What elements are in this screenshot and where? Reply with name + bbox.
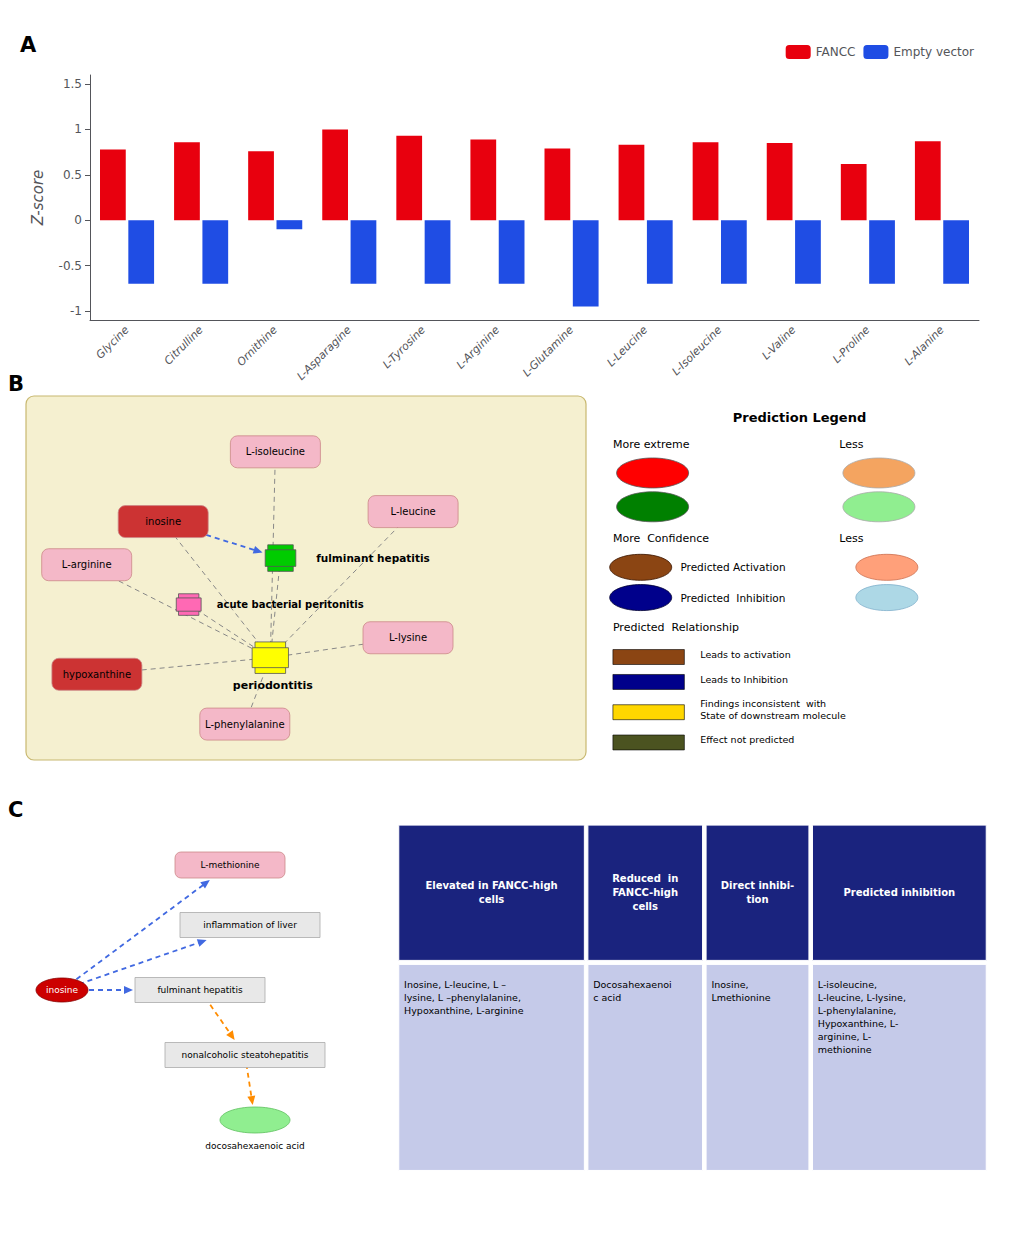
svg-text:docosahexaenoic acid: docosahexaenoic acid	[205, 1141, 305, 1151]
svg-text:1.5: 1.5	[63, 77, 82, 91]
svg-text:0.5: 0.5	[63, 168, 82, 182]
svg-text:-1: -1	[70, 304, 82, 318]
svg-text:L-leucine, L-lysine,: L-leucine, L-lysine,	[818, 992, 906, 1003]
svg-text:L-leucine: L-leucine	[391, 506, 436, 517]
svg-text:acute bacterial peritonitis: acute bacterial peritonitis	[217, 599, 364, 610]
svg-text:L-Leucine: L-Leucine	[604, 323, 650, 369]
svg-text:Glycine: Glycine	[94, 323, 132, 361]
svg-text:Reduced in: Reduced in	[612, 873, 678, 884]
svg-text:B: B	[8, 372, 24, 396]
svg-text:periodontitis: periodontitis	[233, 679, 313, 692]
svg-text:1: 1	[74, 122, 82, 136]
svg-text:Z-score: Z-score	[29, 170, 47, 227]
svg-text:FANCC-high: FANCC-high	[612, 887, 678, 898]
svg-text:Less: Less	[839, 438, 863, 451]
svg-text:L-methionine: L-methionine	[200, 860, 260, 870]
svg-text:Leads to Inhibition: Leads to Inhibition	[700, 674, 788, 685]
svg-text:Ornithine: Ornithine	[234, 323, 280, 369]
svg-text:Predicted Relationship: Predicted Relationship	[613, 621, 739, 634]
svg-text:State of downstream molecule: State of downstream molecule	[700, 710, 846, 721]
svg-text:Inosine,: Inosine,	[711, 979, 748, 990]
svg-text:inosine: inosine	[46, 985, 79, 995]
svg-text:More Confidence: More Confidence	[613, 532, 709, 545]
svg-text:A: A	[20, 33, 37, 57]
svg-text:cells: cells	[479, 894, 505, 905]
svg-text:Inosine, L-leucine, L –: Inosine, L-leucine, L –	[404, 979, 506, 990]
svg-text:fulminant hepatitis: fulminant hepatitis	[316, 552, 430, 564]
svg-text:arginine, L-: arginine, L-	[818, 1031, 871, 1042]
svg-text:C: C	[8, 798, 23, 822]
svg-text:methionine: methionine	[818, 1044, 872, 1055]
svg-text:tion: tion	[746, 894, 768, 905]
svg-text:L-arginine: L-arginine	[62, 559, 112, 570]
svg-text:fulminant hepatitis: fulminant hepatitis	[157, 985, 242, 995]
svg-text:L-isoleucine,: L-isoleucine,	[818, 979, 877, 990]
svg-text:More extreme: More extreme	[613, 438, 690, 451]
svg-text:cells: cells	[632, 901, 658, 912]
svg-text:FANCC: FANCC	[816, 45, 856, 59]
svg-text:Predicted Activation: Predicted Activation	[680, 561, 785, 573]
svg-text:c acid: c acid	[593, 992, 621, 1003]
svg-text:L-Asparagine: L-Asparagine	[294, 323, 354, 383]
svg-text:Hypoxanthine, L-arginine: Hypoxanthine, L-arginine	[404, 1005, 524, 1016]
svg-text:0: 0	[74, 213, 82, 227]
svg-text:hypoxanthine: hypoxanthine	[63, 669, 131, 680]
svg-text:Predicted Inhibition: Predicted Inhibition	[680, 592, 785, 604]
svg-text:L-Valine: L-Valine	[759, 323, 798, 362]
svg-text:nonalcoholic steatohepatitis: nonalcoholic steatohepatitis	[182, 1050, 309, 1060]
svg-text:Effect not predicted: Effect not predicted	[700, 734, 794, 745]
svg-text:Findings inconsistent with: Findings inconsistent with	[700, 698, 826, 709]
svg-text:L-Arginine: L-Arginine	[454, 323, 502, 371]
svg-text:Less: Less	[839, 532, 863, 545]
svg-text:L-lysine: L-lysine	[389, 632, 427, 643]
svg-text:inflammation of liver: inflammation of liver	[203, 920, 297, 930]
svg-text:Lmethionine: Lmethionine	[711, 992, 770, 1003]
svg-text:Direct inhibi-: Direct inhibi-	[721, 880, 794, 891]
svg-text:Empty vector: Empty vector	[893, 45, 974, 59]
svg-text:-0.5: -0.5	[59, 259, 82, 273]
svg-text:Docosahexaenoi: Docosahexaenoi	[593, 979, 671, 990]
svg-text:L-phenylalanine,: L-phenylalanine,	[818, 1005, 897, 1016]
svg-text:L-Alanine: L-Alanine	[902, 323, 947, 368]
svg-text:Citrulline: Citrulline	[162, 323, 206, 367]
svg-text:Predicted inhibition: Predicted inhibition	[844, 887, 956, 898]
svg-text:L-isoleucine: L-isoleucine	[246, 446, 305, 457]
svg-text:L-phenylalanine: L-phenylalanine	[205, 719, 285, 730]
svg-text:Prediction Legend: Prediction Legend	[733, 410, 866, 425]
svg-text:L-Glutamine: L-Glutamine	[520, 323, 576, 379]
svg-text:Hypoxanthine, L-: Hypoxanthine, L-	[818, 1018, 899, 1029]
svg-text:L-Tyrosine: L-Tyrosine	[380, 323, 428, 371]
svg-text:inosine: inosine	[145, 516, 181, 527]
svg-text:L-Proline: L-Proline	[830, 323, 873, 366]
svg-text:lysine, L –phenylalanine,: lysine, L –phenylalanine,	[404, 992, 521, 1003]
svg-text:Leads to activation: Leads to activation	[700, 649, 790, 660]
svg-text:L-Isoleucine: L-Isoleucine	[670, 323, 725, 378]
svg-text:Elevated in FANCC-high: Elevated in FANCC-high	[425, 880, 557, 891]
